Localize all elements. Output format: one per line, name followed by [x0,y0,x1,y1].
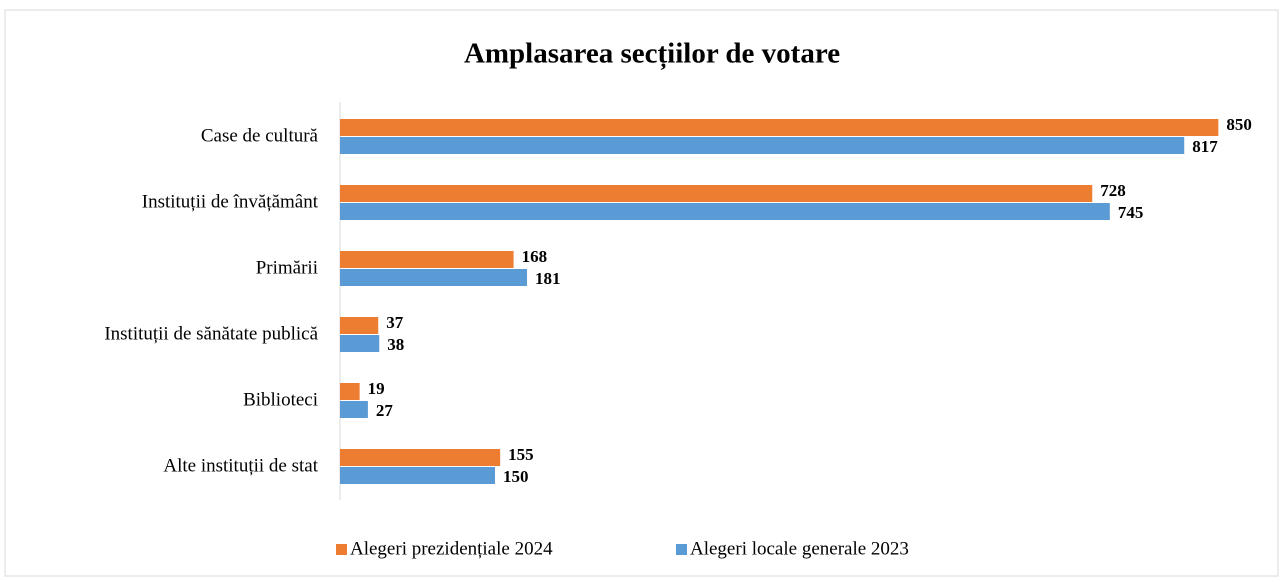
category-label: Biblioteci [243,389,318,410]
bar [340,203,1110,220]
data-label: 745 [1118,203,1144,222]
bar [340,335,380,352]
legend-label: Alegeri locale generale 2023 [690,538,909,559]
data-label: 19 [368,379,385,398]
data-label: 181 [535,269,561,288]
bar [340,317,379,334]
bar [340,119,1219,136]
legend-swatch [676,544,687,555]
data-label: 38 [387,335,404,354]
bar [340,251,514,268]
data-label: 155 [508,445,533,464]
data-label: 150 [503,467,529,486]
chart-title: Amplasarea secțiilor de votare [464,38,840,71]
category-label: Primării [256,257,318,278]
bar [340,383,360,400]
category-label: Alte instituții de stat [163,455,318,476]
data-label: 817 [1192,137,1218,156]
category-label: Instituții de învățământ [142,191,319,212]
bar [340,449,501,466]
bar [340,401,368,418]
legend-label: Alegeri prezidențiale 2024 [350,538,553,559]
bar [340,137,1185,154]
bar [340,467,495,484]
data-label: 728 [1100,181,1126,200]
data-label: 37 [386,313,404,332]
category-label: Instituții de sănătate publică [104,323,318,344]
data-label: 27 [376,401,394,420]
bar [340,185,1093,202]
data-label: 850 [1226,115,1252,134]
category-label: Case de cultură [201,125,319,146]
legend-swatch [336,544,347,555]
data-label: 168 [522,247,548,266]
bar [340,269,528,286]
chart-border [4,9,1279,577]
